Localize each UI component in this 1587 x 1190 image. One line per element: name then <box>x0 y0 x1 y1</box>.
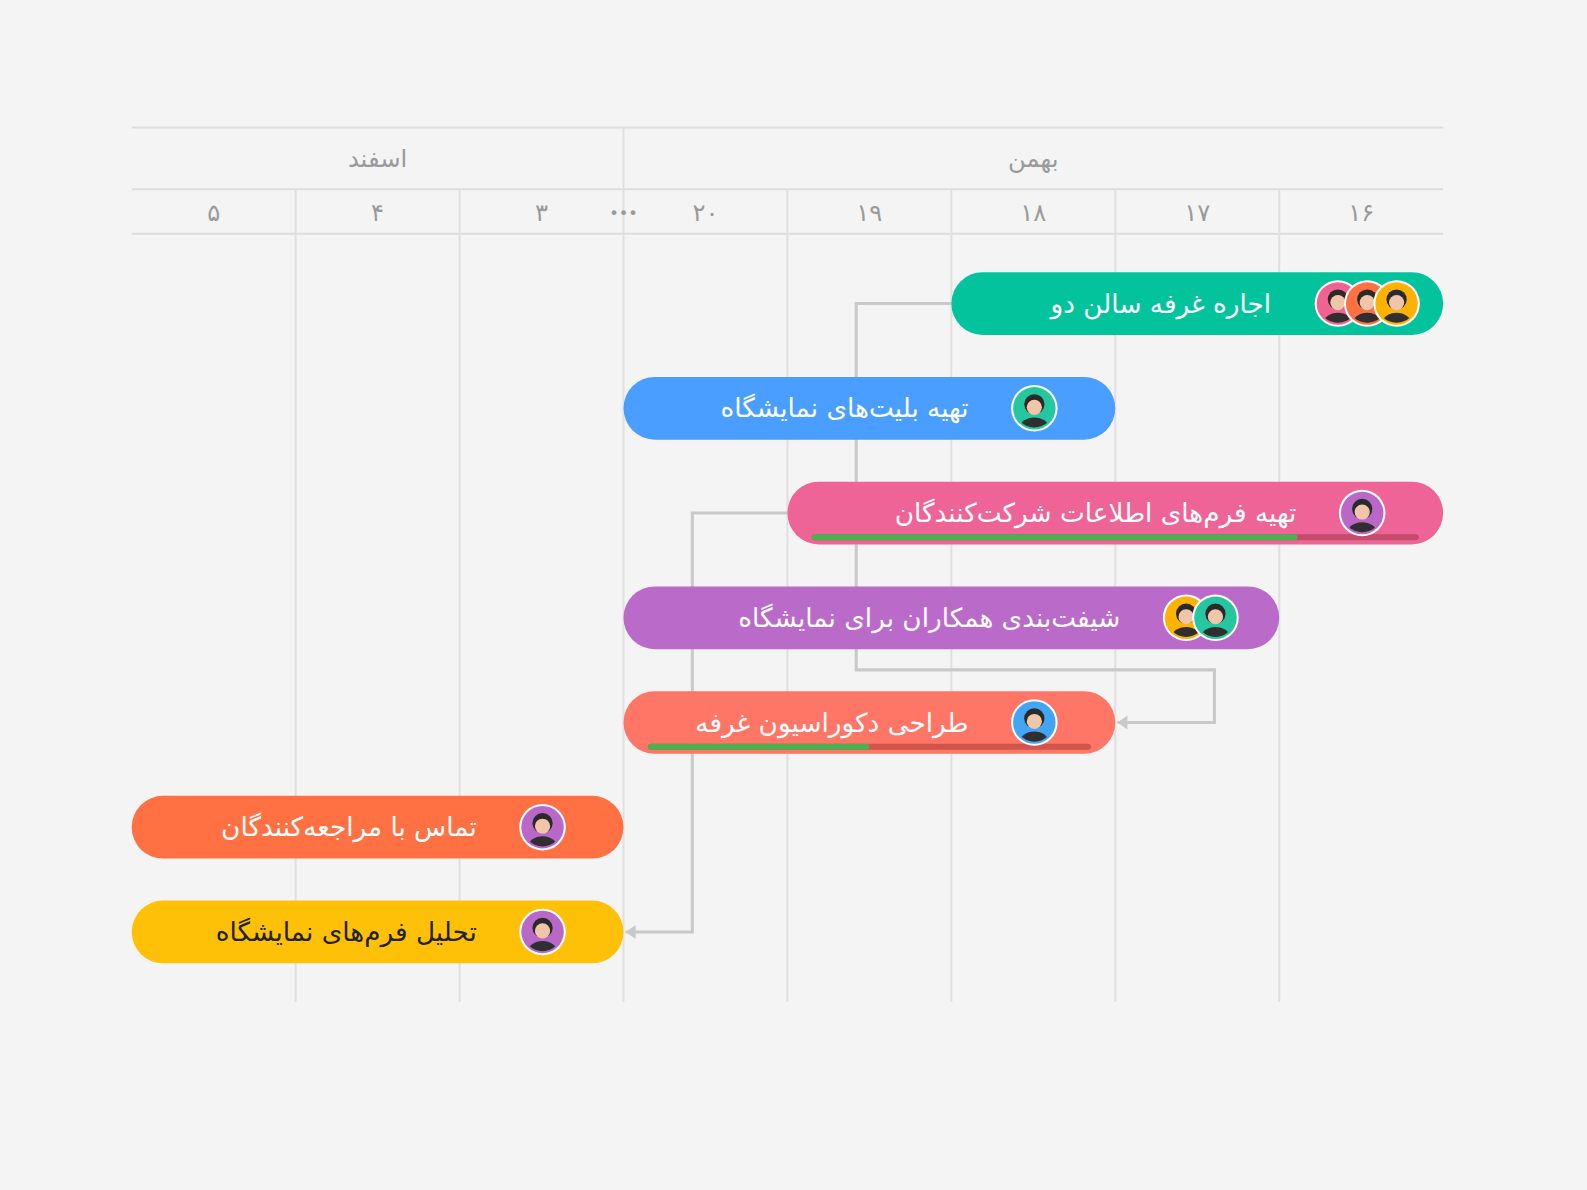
grid-line <box>295 189 297 1002</box>
avatar-head <box>1360 295 1375 310</box>
avatar-face <box>1343 494 1381 543</box>
avatar-face <box>1015 389 1053 438</box>
avatar-head <box>535 819 550 834</box>
avatar-head <box>1027 714 1042 729</box>
avatar-body <box>528 941 556 961</box>
avatar-body <box>1348 522 1376 542</box>
grid-line <box>459 189 461 1002</box>
gantt-chart: بهمن اسفند ۱۶ ۱۷ ۱۸ ۱۹ ۲۰ ۳ ۴ ۵ ••• اجاره غرفه سالن… <box>0 0 1587 1190</box>
progress-track <box>648 744 1091 750</box>
task-bar <box>951 272 1443 335</box>
avatar-head <box>535 923 550 938</box>
avatar-face <box>1377 284 1415 333</box>
day-label: ۱۸ <box>1020 198 1046 227</box>
day-label: ۲۰ <box>692 198 718 227</box>
task: تماس با مراجعه‌کنندگان <box>132 796 624 859</box>
task-bar <box>132 901 624 964</box>
avatar-head <box>1330 295 1345 310</box>
avatar <box>1011 385 1058 438</box>
avatar-hair <box>1024 708 1044 728</box>
task-label: تهیه بلیت‌های نمایشگاه <box>720 393 968 424</box>
avatar <box>519 909 566 962</box>
month-label: اسفند <box>348 144 407 173</box>
avatar-face <box>523 808 561 857</box>
task-label: تهیه فرم‌های اطلاعات شرکت‌کنندگان <box>895 498 1297 529</box>
avatar-body <box>528 836 556 856</box>
avatar-hair <box>1386 289 1406 309</box>
avatar-face <box>523 913 561 962</box>
day-label: ۱۶ <box>1348 198 1374 227</box>
header-line <box>132 126 1443 128</box>
task-label: تحلیل فرم‌های نمایشگاه <box>216 917 477 948</box>
grid-line <box>622 128 624 1002</box>
day-label: ۵ <box>207 198 220 227</box>
task: شیفت‌بندی همکاران برای نمایشگاه <box>624 586 1280 649</box>
month-label: بهمن <box>1008 144 1058 173</box>
avatar-face <box>1196 599 1234 648</box>
avatar-hair <box>1024 394 1044 414</box>
task-label: تماس با مراجعه‌کنندگان <box>221 812 477 843</box>
task-bar <box>624 377 1116 440</box>
tasks: اجاره غرفه سالن دو تهیه بلیت‌های نمایشگاه… <box>132 272 1443 963</box>
avatar-head <box>1208 609 1223 624</box>
avatar-body <box>1020 732 1048 752</box>
avatar-hair <box>1205 604 1225 624</box>
progress-fill <box>812 534 1298 540</box>
task-bar <box>624 586 1280 649</box>
avatar-hair <box>532 918 552 938</box>
task-label: طراحی دکوراسیون غرفه <box>695 708 968 739</box>
avatar-body <box>1382 313 1410 333</box>
task-label: اجاره غرفه سالن دو <box>1049 289 1272 320</box>
gap-label: ••• <box>609 204 638 223</box>
task: تهیه بلیت‌های نمایشگاه <box>624 377 1116 440</box>
task-bar <box>132 796 624 859</box>
avatar-head <box>1027 400 1042 415</box>
background <box>0 0 1587 1190</box>
day-label: ۳ <box>535 198 548 227</box>
avatar-face <box>1015 703 1053 752</box>
dependency-arrow <box>626 925 636 939</box>
progress-fill <box>648 744 870 750</box>
avatar-body <box>1201 627 1229 647</box>
avatar <box>519 804 566 857</box>
avatar <box>1373 280 1420 333</box>
task-label: شیفت‌بندی همکاران برای نمایشگاه <box>738 603 1120 634</box>
dependency-arrow <box>1117 715 1127 729</box>
task: طراحی دکوراسیون غرفه <box>624 691 1116 754</box>
avatar-body <box>1020 417 1048 437</box>
avatar-hair <box>532 813 552 833</box>
task-bar <box>624 691 1116 754</box>
avatar <box>1339 490 1386 543</box>
avatar-head <box>1179 609 1194 624</box>
avatar <box>1192 594 1239 647</box>
progress-track <box>812 534 1419 540</box>
avatar-hair <box>1352 499 1372 519</box>
task: اجاره غرفه سالن دو <box>951 272 1443 335</box>
avatar-head <box>1389 295 1404 310</box>
day-label: ۱۷ <box>1184 198 1210 227</box>
task-bar <box>787 482 1443 545</box>
day-label: ۱۹ <box>856 198 882 227</box>
day-label: ۴ <box>371 198 384 227</box>
task: تهیه فرم‌های اطلاعات شرکت‌کنندگان <box>787 482 1443 545</box>
avatar <box>1011 699 1058 752</box>
task: تحلیل فرم‌های نمایشگاه <box>132 901 624 964</box>
avatar-head <box>1355 504 1370 519</box>
